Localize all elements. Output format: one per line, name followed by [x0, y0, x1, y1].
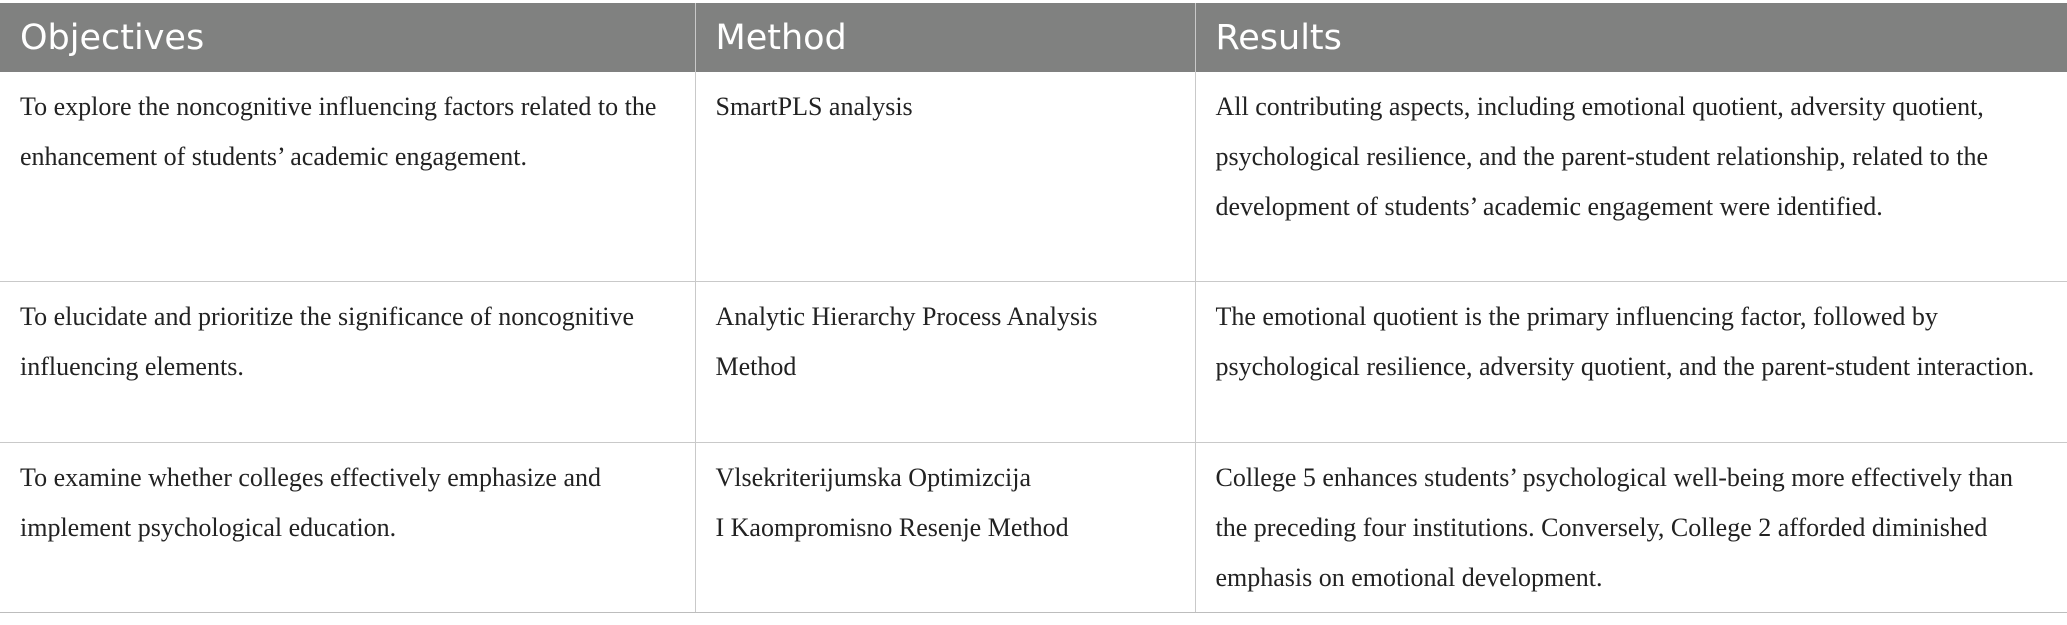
method-line: I Kaompromisno Resenje Method	[715, 512, 1069, 542]
cell-objective: To elucidate and prioritize the signific…	[0, 281, 696, 443]
cell-objective: To explore the noncognitive influencing …	[0, 72, 696, 282]
summary-table-container: Objectives Method Results To explore the…	[0, 3, 2067, 613]
table-header: Objectives Method Results	[0, 3, 2067, 72]
table-row: To explore the noncognitive influencing …	[0, 72, 2067, 282]
method-line: Vlsekriterijumska Optimizcija	[715, 462, 1032, 492]
cell-objective: To examine whether colleges effectively …	[0, 442, 696, 613]
table-body: To explore the noncognitive influencing …	[0, 72, 2067, 613]
cell-result: All contributing aspects, including emot…	[1195, 72, 2067, 282]
cell-method: Analytic Hierarchy Process Analysis Meth…	[695, 281, 1196, 443]
header-results: Results	[1195, 3, 2067, 72]
cell-result: The emotional quotient is the primary in…	[1195, 281, 2067, 443]
header-row: Objectives Method Results	[0, 3, 2067, 72]
summary-table: Objectives Method Results To explore the…	[0, 3, 2067, 613]
cell-method: Vlsekriterijumska Optimizcija I Kaomprom…	[695, 442, 1196, 613]
header-method: Method	[695, 3, 1196, 72]
table-row: To examine whether colleges effectively …	[0, 442, 2067, 613]
table-row: To elucidate and prioritize the signific…	[0, 281, 2067, 443]
cell-method: SmartPLS analysis	[695, 72, 1196, 282]
header-objectives: Objectives	[0, 3, 696, 72]
cell-result: College 5 enhances students’ psychologic…	[1195, 442, 2067, 613]
